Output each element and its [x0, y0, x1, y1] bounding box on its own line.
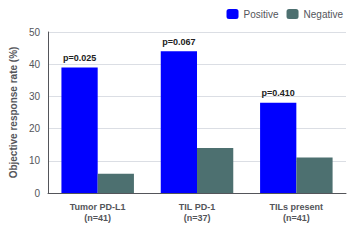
svg-text:Objective response rate (%): Objective response rate (%)	[8, 47, 19, 179]
svg-text:20: 20	[29, 123, 41, 134]
svg-text:50: 50	[29, 27, 41, 38]
svg-text:TILs present: TILs present	[270, 202, 324, 212]
svg-text:TIL PD-1: TIL PD-1	[179, 202, 215, 212]
svg-text:p=0.410: p=0.410	[262, 88, 295, 98]
svg-text:Positive: Positive	[244, 9, 279, 20]
svg-text:0: 0	[34, 188, 40, 199]
svg-text:p=0.067: p=0.067	[162, 37, 195, 47]
svg-text:(n=37): (n=37)	[184, 213, 211, 223]
svg-text:(n=41): (n=41)	[283, 213, 310, 223]
svg-text:40: 40	[29, 59, 41, 70]
svg-text:(n=41): (n=41)	[84, 213, 111, 223]
svg-text:Tumor PD-L1: Tumor PD-L1	[70, 202, 126, 212]
svg-text:Negative: Negative	[304, 9, 344, 20]
svg-text:30: 30	[29, 91, 41, 102]
svg-text:p=0.025: p=0.025	[63, 53, 96, 63]
svg-text:10: 10	[29, 155, 41, 166]
